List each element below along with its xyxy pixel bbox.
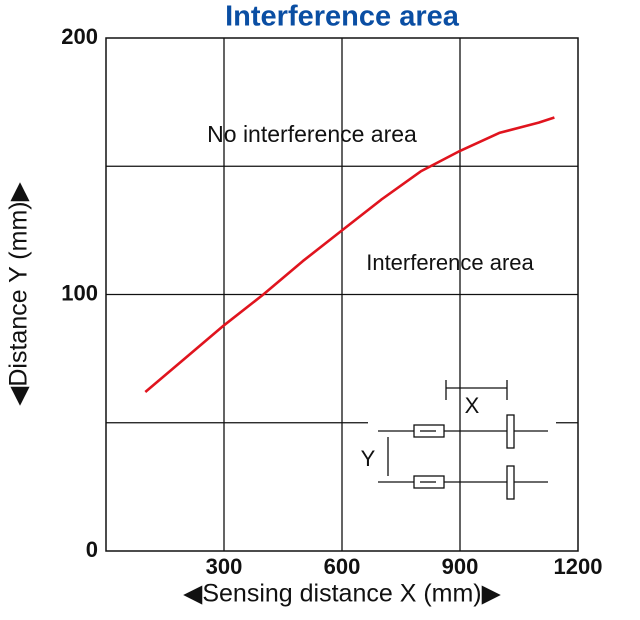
plot-frame: [105, 37, 579, 552]
annotation: Interference area: [366, 250, 534, 275]
annotation: No interference area: [207, 121, 417, 147]
receiver: [506, 465, 515, 500]
y-tick-label: 200: [61, 24, 98, 49]
plot-area: No interference area Interference area: [106, 38, 578, 551]
inset-diagram: X Y: [361, 380, 548, 500]
x-tick-label: 300: [206, 554, 243, 579]
x-tick-label: 1200: [554, 554, 603, 579]
inset-label: Y: [361, 446, 376, 471]
x-axis-label: ◀Sensing distance X (mm)▶: [183, 580, 501, 608]
receiver: [506, 414, 515, 449]
x-tick-label: 900: [442, 554, 479, 579]
y-tick-label: 0: [86, 537, 98, 562]
inset-label: X: [465, 393, 480, 418]
data-line: [144, 116, 555, 393]
inset-background: [368, 418, 556, 428]
y-axis-label: ◀Distance Y (mm)▶: [5, 181, 33, 405]
y-tick-label: 100: [61, 280, 98, 305]
chart-title: Interference area: [225, 1, 460, 33]
x-tick-label: 600: [324, 554, 361, 579]
